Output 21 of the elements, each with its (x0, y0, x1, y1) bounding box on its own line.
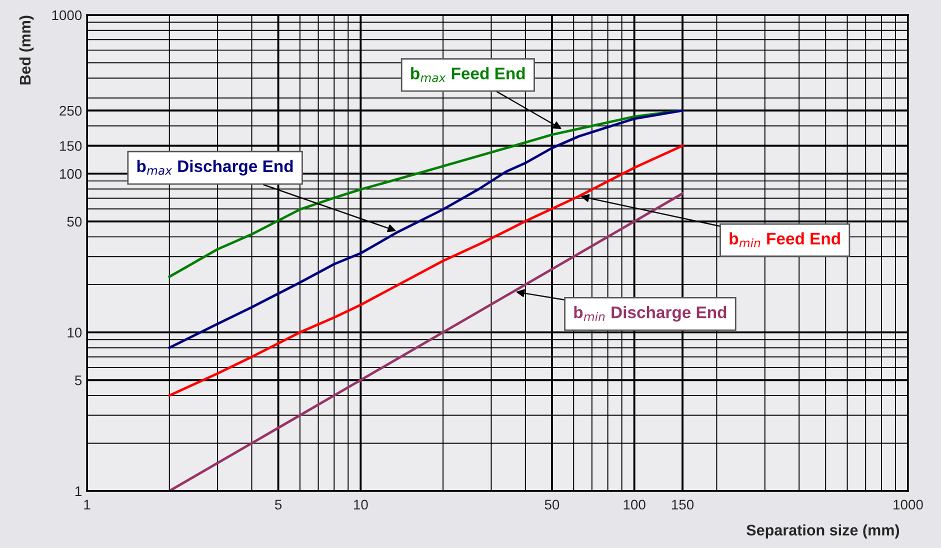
y-tick-label: 150 (60, 141, 82, 151)
y-tick-label: 1000 (52, 10, 82, 20)
annotation: b$_{min}$ Feed End (730, 232, 840, 248)
x-tick-label: 50 (544, 500, 560, 510)
x-tick-label: 1000 (894, 500, 923, 510)
x-tick-label: 100 (624, 500, 646, 510)
y-tick-label: 10 (68, 328, 82, 338)
y-tick-label: 250 (60, 106, 82, 116)
annotation: b$_{min}$ Discharge End (574, 306, 726, 322)
x-tick-label: 10 (354, 500, 368, 510)
y-tick-label: 100 (60, 169, 82, 179)
y-tick-label: 1 (75, 486, 82, 496)
y-tick-label: 50 (67, 216, 82, 227)
y-tick-label: 5 (74, 376, 82, 386)
x-tick-label: 5 (274, 500, 282, 510)
x-tick-label: 1 (84, 500, 90, 510)
annotation: b$_{max}$ Discharge End (137, 160, 293, 176)
x-tick-label: 150 (672, 500, 694, 510)
x-axis-title: Separation size (mm) (746, 524, 900, 539)
annotation: b$_{max}$ Feed End (411, 67, 525, 82)
y-axis-title: Bed (mm) (19, 16, 34, 84)
